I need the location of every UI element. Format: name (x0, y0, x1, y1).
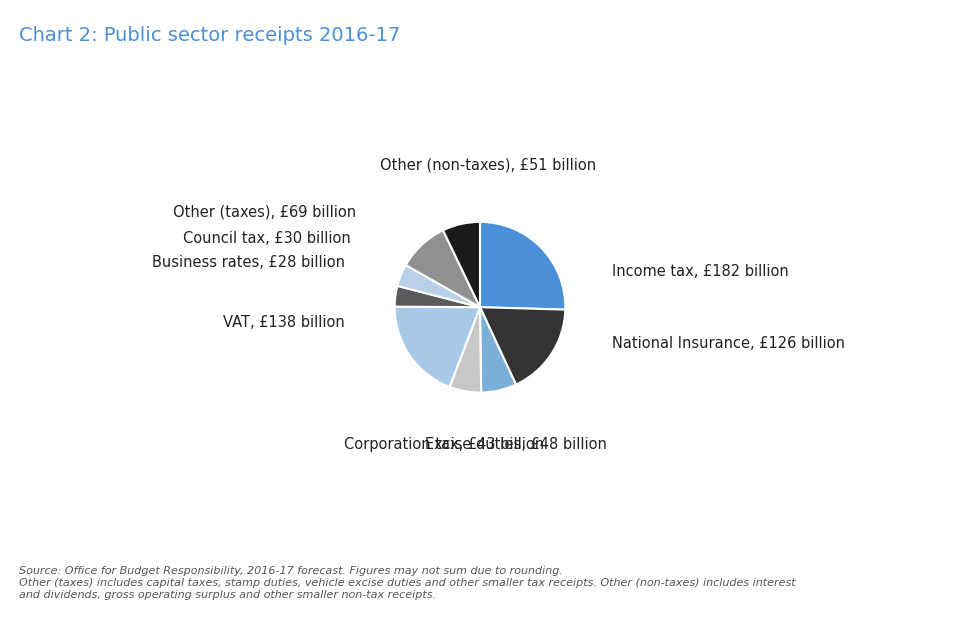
Wedge shape (395, 286, 480, 307)
Text: Business rates, £28 billion: Business rates, £28 billion (153, 255, 346, 270)
Wedge shape (395, 307, 480, 387)
Text: Other (non-taxes), £51 billion: Other (non-taxes), £51 billion (380, 157, 596, 172)
Wedge shape (397, 265, 480, 307)
Text: National Insurance, £126 billion: National Insurance, £126 billion (612, 335, 845, 351)
Text: Council tax, £30 billion: Council tax, £30 billion (182, 232, 350, 246)
Wedge shape (406, 230, 480, 307)
Text: Excise duties, £48 billion: Excise duties, £48 billion (425, 437, 607, 452)
Text: Corporation tax, £43 billion: Corporation tax, £43 billion (344, 437, 544, 452)
Text: Income tax, £182 billion: Income tax, £182 billion (612, 264, 789, 279)
Wedge shape (449, 307, 481, 392)
Text: VAT, £138 billion: VAT, £138 billion (224, 315, 346, 330)
Wedge shape (480, 307, 516, 392)
Wedge shape (480, 307, 565, 385)
Text: Source: Office for Budget Responsibility, 2016-17 forecast. Figures may not sum : Source: Office for Budget Responsibility… (19, 566, 796, 600)
Text: Other (taxes), £69 billion: Other (taxes), £69 billion (173, 204, 356, 219)
Wedge shape (443, 222, 480, 307)
Wedge shape (480, 222, 565, 310)
Text: Chart 2: Public sector receipts 2016-17: Chart 2: Public sector receipts 2016-17 (19, 26, 400, 45)
